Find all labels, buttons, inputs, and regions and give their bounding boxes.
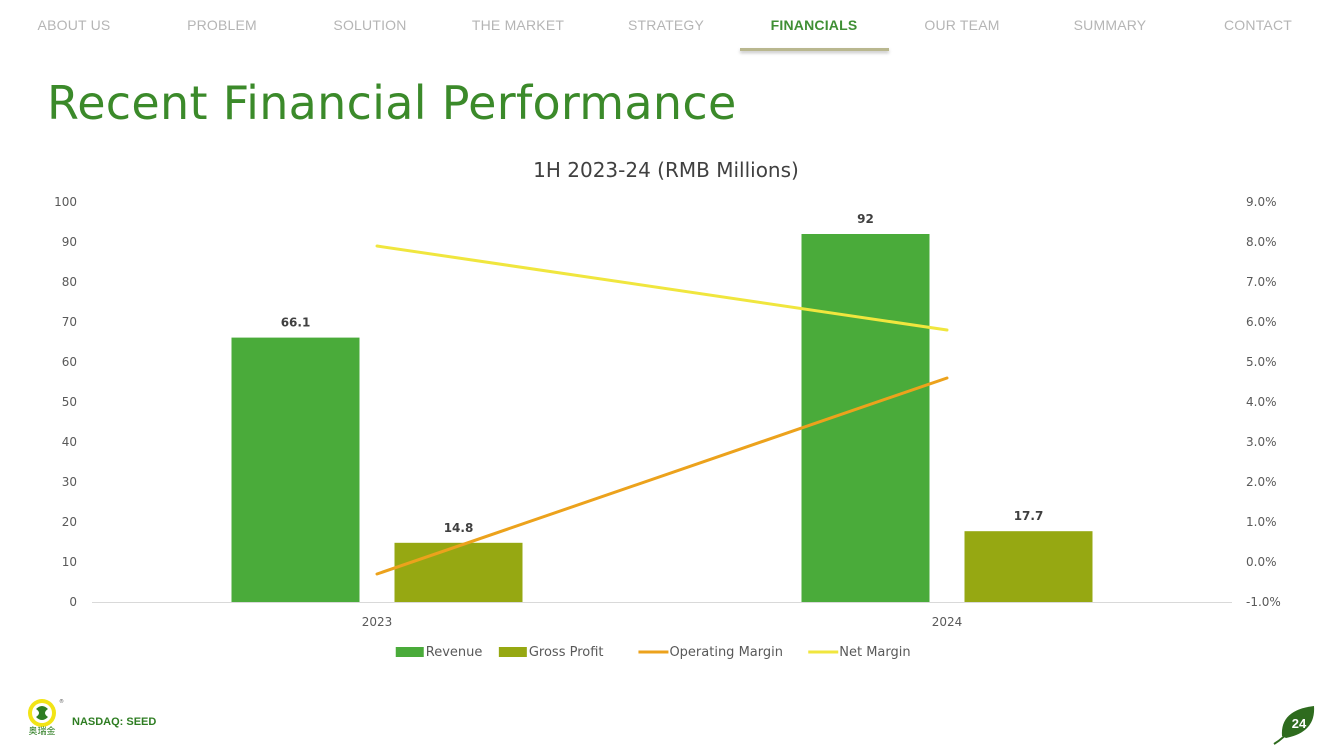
y-right-tick-label: 2.0%	[1246, 475, 1277, 489]
y-right-tick-label: 0.0%	[1246, 555, 1277, 569]
y-left-tick-label: 40	[62, 435, 77, 449]
legend-label-revenue: Revenue	[426, 645, 483, 660]
legend-label-operating-margin: Operating Margin	[669, 645, 783, 660]
y-left-tick-label: 80	[62, 275, 77, 289]
bar-revenue-2023	[231, 337, 360, 602]
y-left-tick-label: 20	[62, 515, 77, 529]
logo-text: 奥瑞金	[28, 725, 55, 737]
y-right-tick-label: 1.0%	[1246, 515, 1277, 529]
nav-item-solution[interactable]: SOLUTION	[333, 17, 407, 33]
data-label: 17.7	[1014, 509, 1044, 523]
y-right-tick-label: 3.0%	[1246, 435, 1277, 449]
company-logo: 奥瑞金 ®	[28, 698, 64, 737]
nav-item-contact[interactable]: CONTACT	[1223, 17, 1293, 33]
y-left-tick-label: 90	[62, 235, 77, 249]
registered-mark: ®	[59, 698, 64, 705]
page-number-badge: 24	[1270, 702, 1322, 746]
nav-item-strategy[interactable]: STRATEGY	[627, 17, 705, 33]
nav-item-the-market[interactable]: THE MARKET	[471, 17, 565, 33]
y-right-tick-label: 5.0%	[1246, 355, 1277, 369]
y-left-tick-label: 30	[62, 475, 77, 489]
nav-item-summary[interactable]: SUMMARY	[1073, 17, 1147, 33]
ticker-label: NASDAQ: SEED	[72, 716, 157, 728]
logo-mark	[36, 706, 48, 720]
x-tick-label: 2023	[362, 615, 393, 629]
active-tab-underline	[740, 48, 889, 51]
data-label: 92	[857, 212, 874, 226]
top-navigation: ABOUT US PROBLEM SOLUTION THE MARKET STRATEG…	[0, 0, 1333, 52]
legend-label-gross-profit: Gross Profit	[529, 645, 604, 660]
y-left-tick-label: 10	[62, 555, 77, 569]
nav-item-our-team[interactable]: OUR TEAM	[924, 17, 1000, 33]
data-label: 66.1	[281, 316, 311, 330]
bar-gross-profit-2023	[394, 542, 523, 602]
y-right-tick-label: 8.0%	[1246, 235, 1277, 249]
y-left-tick-label: 70	[62, 315, 77, 329]
legend-label-net-margin: Net Margin	[839, 645, 910, 660]
leaf-icon	[1273, 706, 1315, 745]
nav-item-problem[interactable]: PROBLEM	[187, 17, 257, 33]
nav-item-financials[interactable]: FINANCIALS	[770, 17, 858, 33]
y-left-tick-label: 0	[69, 595, 77, 609]
y-right-tick-label: 4.0%	[1246, 395, 1277, 409]
y-left-tick-label: 60	[62, 355, 77, 369]
legend-swatch-gross-profit	[498, 647, 527, 657]
y-right-tick-label: 6.0%	[1246, 315, 1277, 329]
chart-title: 1H 2023-24 (RMB Millions)	[533, 158, 799, 182]
bar-revenue-2024	[801, 234, 930, 602]
line-net-margin	[375, 244, 949, 332]
nav-item-about-us[interactable]: ABOUT US	[37, 17, 111, 33]
y-right-tick-label: -1.0%	[1246, 595, 1281, 609]
y-right-tick-label: 9.0%	[1246, 195, 1277, 209]
legend-swatch-revenue	[395, 647, 424, 657]
data-label: 14.8	[444, 521, 474, 535]
line-operating-margin	[375, 376, 949, 576]
page-number: 24	[1291, 716, 1307, 731]
y-left-tick-label: 50	[62, 395, 77, 409]
page-title: Recent Financial Performance	[47, 76, 737, 130]
x-tick-label: 2024	[932, 615, 963, 629]
bar-gross-profit-2024	[964, 531, 1093, 602]
y-right-tick-label: 7.0%	[1246, 275, 1277, 289]
y-left-tick-label: 100	[54, 195, 77, 209]
